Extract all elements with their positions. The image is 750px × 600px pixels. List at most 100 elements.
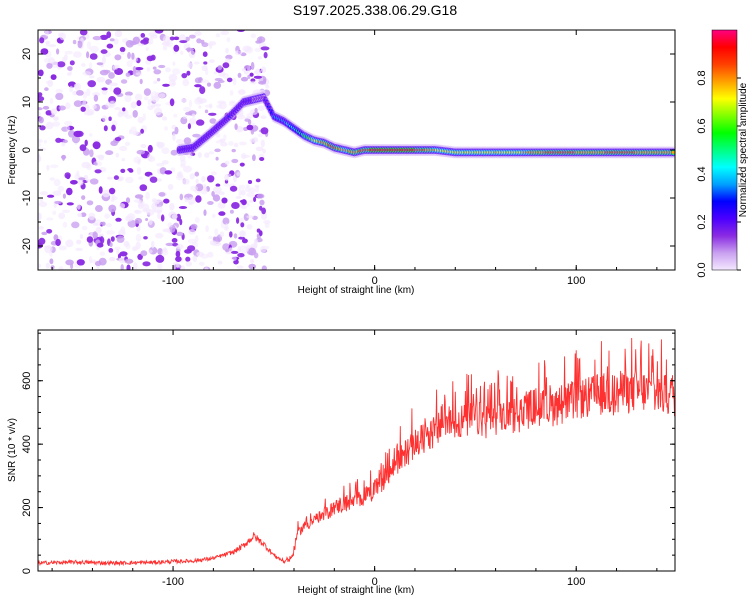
noise-speckle bbox=[49, 177, 55, 181]
colorbar-tick-label: 0.4 bbox=[696, 166, 708, 181]
noise-speckle bbox=[100, 49, 108, 54]
noise-speckle bbox=[46, 229, 53, 234]
y-tick-label: 10 bbox=[21, 96, 33, 108]
noise-speckle bbox=[99, 236, 105, 245]
noise-speckle bbox=[254, 107, 258, 113]
noise-speckle bbox=[110, 100, 116, 107]
x-tick-label: 0 bbox=[372, 275, 378, 287]
noise-speckle bbox=[236, 217, 240, 224]
noise-speckle bbox=[259, 205, 263, 211]
noise-speckle bbox=[71, 221, 80, 229]
noise-speckle bbox=[79, 30, 88, 36]
noise-speckle bbox=[92, 36, 102, 41]
noise-speckle bbox=[109, 82, 118, 87]
noise-speckle bbox=[40, 191, 48, 196]
noise-speckle bbox=[105, 150, 114, 156]
noise-speckle bbox=[71, 135, 81, 144]
noise-speckle bbox=[155, 254, 165, 263]
noise-speckle bbox=[220, 141, 228, 147]
snr-line bbox=[38, 337, 675, 567]
noise-speckle bbox=[59, 32, 66, 41]
noise-speckle bbox=[239, 230, 246, 238]
noise-speckle bbox=[124, 91, 133, 96]
noise-speckle bbox=[44, 87, 49, 91]
noise-speckle bbox=[124, 258, 134, 264]
noise-speckle bbox=[45, 110, 53, 116]
noise-speckle bbox=[238, 188, 242, 197]
noise-speckle bbox=[101, 56, 106, 65]
noise-speckle bbox=[225, 47, 229, 54]
noise-speckle bbox=[256, 193, 265, 199]
noise-speckle bbox=[261, 265, 267, 270]
noise-speckle bbox=[138, 203, 145, 208]
noise-speckle bbox=[47, 79, 54, 88]
chart-title: S197.2025.338.06.29.G18 bbox=[292, 2, 458, 18]
noise-speckle bbox=[176, 244, 184, 250]
noise-speckle bbox=[38, 95, 45, 102]
noise-speckle bbox=[259, 157, 265, 161]
noise-speckle bbox=[165, 242, 175, 247]
noise-speckle bbox=[248, 263, 256, 270]
noise-speckle bbox=[204, 109, 209, 114]
noise-speckle bbox=[240, 222, 245, 228]
noise-speckle bbox=[130, 126, 137, 132]
noise-speckle bbox=[178, 34, 187, 42]
noise-speckle bbox=[234, 123, 238, 130]
noise-speckle bbox=[147, 105, 154, 111]
noise-speckle bbox=[134, 67, 144, 71]
noise-speckle bbox=[257, 56, 263, 60]
noise-speckle bbox=[38, 139, 43, 144]
noise-speckle bbox=[82, 99, 87, 108]
noise-speckle bbox=[134, 209, 140, 214]
spectrogram-xlabel: Height of straight line (km) bbox=[298, 285, 415, 296]
noise-speckle bbox=[125, 243, 131, 250]
noise-speckle bbox=[88, 212, 96, 221]
x-tick-label: 100 bbox=[567, 275, 585, 287]
noise-speckle bbox=[99, 34, 109, 41]
noise-speckle bbox=[38, 201, 48, 208]
noise-speckle bbox=[171, 214, 178, 220]
noise-speckle bbox=[46, 164, 50, 171]
noise-speckle bbox=[40, 197, 43, 203]
noise-speckle bbox=[125, 40, 134, 48]
noise-speckle bbox=[143, 236, 148, 240]
noise-speckle bbox=[224, 174, 230, 181]
noise-speckle bbox=[73, 130, 82, 138]
noise-speckle bbox=[238, 89, 246, 95]
noise-speckle bbox=[231, 148, 236, 153]
noise-speckle bbox=[255, 68, 261, 76]
noise-speckle bbox=[86, 88, 91, 97]
noise-speckle bbox=[241, 205, 247, 210]
noise-speckle bbox=[194, 217, 200, 224]
noise-speckle bbox=[217, 80, 225, 83]
noise-speckle bbox=[250, 33, 257, 39]
noise-speckle bbox=[110, 197, 115, 202]
noise-speckle bbox=[66, 202, 74, 206]
noise-speckle bbox=[231, 202, 240, 209]
noise-speckle bbox=[109, 85, 113, 92]
noise-speckle bbox=[180, 50, 184, 55]
noise-speckle bbox=[151, 202, 158, 211]
noise-speckle bbox=[93, 94, 99, 102]
noise-speckle bbox=[196, 251, 205, 257]
noise-speckle bbox=[109, 38, 115, 42]
noise-speckle bbox=[229, 231, 233, 238]
noise-speckle bbox=[229, 185, 238, 192]
noise-speckle bbox=[209, 240, 217, 246]
noise-speckle bbox=[210, 171, 217, 176]
noise-speckle bbox=[172, 133, 176, 141]
noise-speckle bbox=[217, 100, 226, 105]
noise-speckle bbox=[79, 234, 84, 239]
spectrogram-ylabel: Frequency (Hz) bbox=[7, 116, 18, 185]
noise-speckle bbox=[188, 50, 196, 59]
noise-speckle bbox=[108, 204, 117, 213]
noise-speckle bbox=[212, 194, 221, 202]
noise-speckle bbox=[38, 226, 44, 230]
noise-speckle bbox=[54, 200, 62, 205]
noise-speckle bbox=[44, 30, 49, 37]
noise-speckle bbox=[62, 221, 68, 228]
snr-marks bbox=[38, 337, 675, 567]
noise-speckle bbox=[186, 70, 191, 76]
noise-speckle bbox=[77, 40, 83, 49]
noise-speckle bbox=[98, 186, 103, 194]
